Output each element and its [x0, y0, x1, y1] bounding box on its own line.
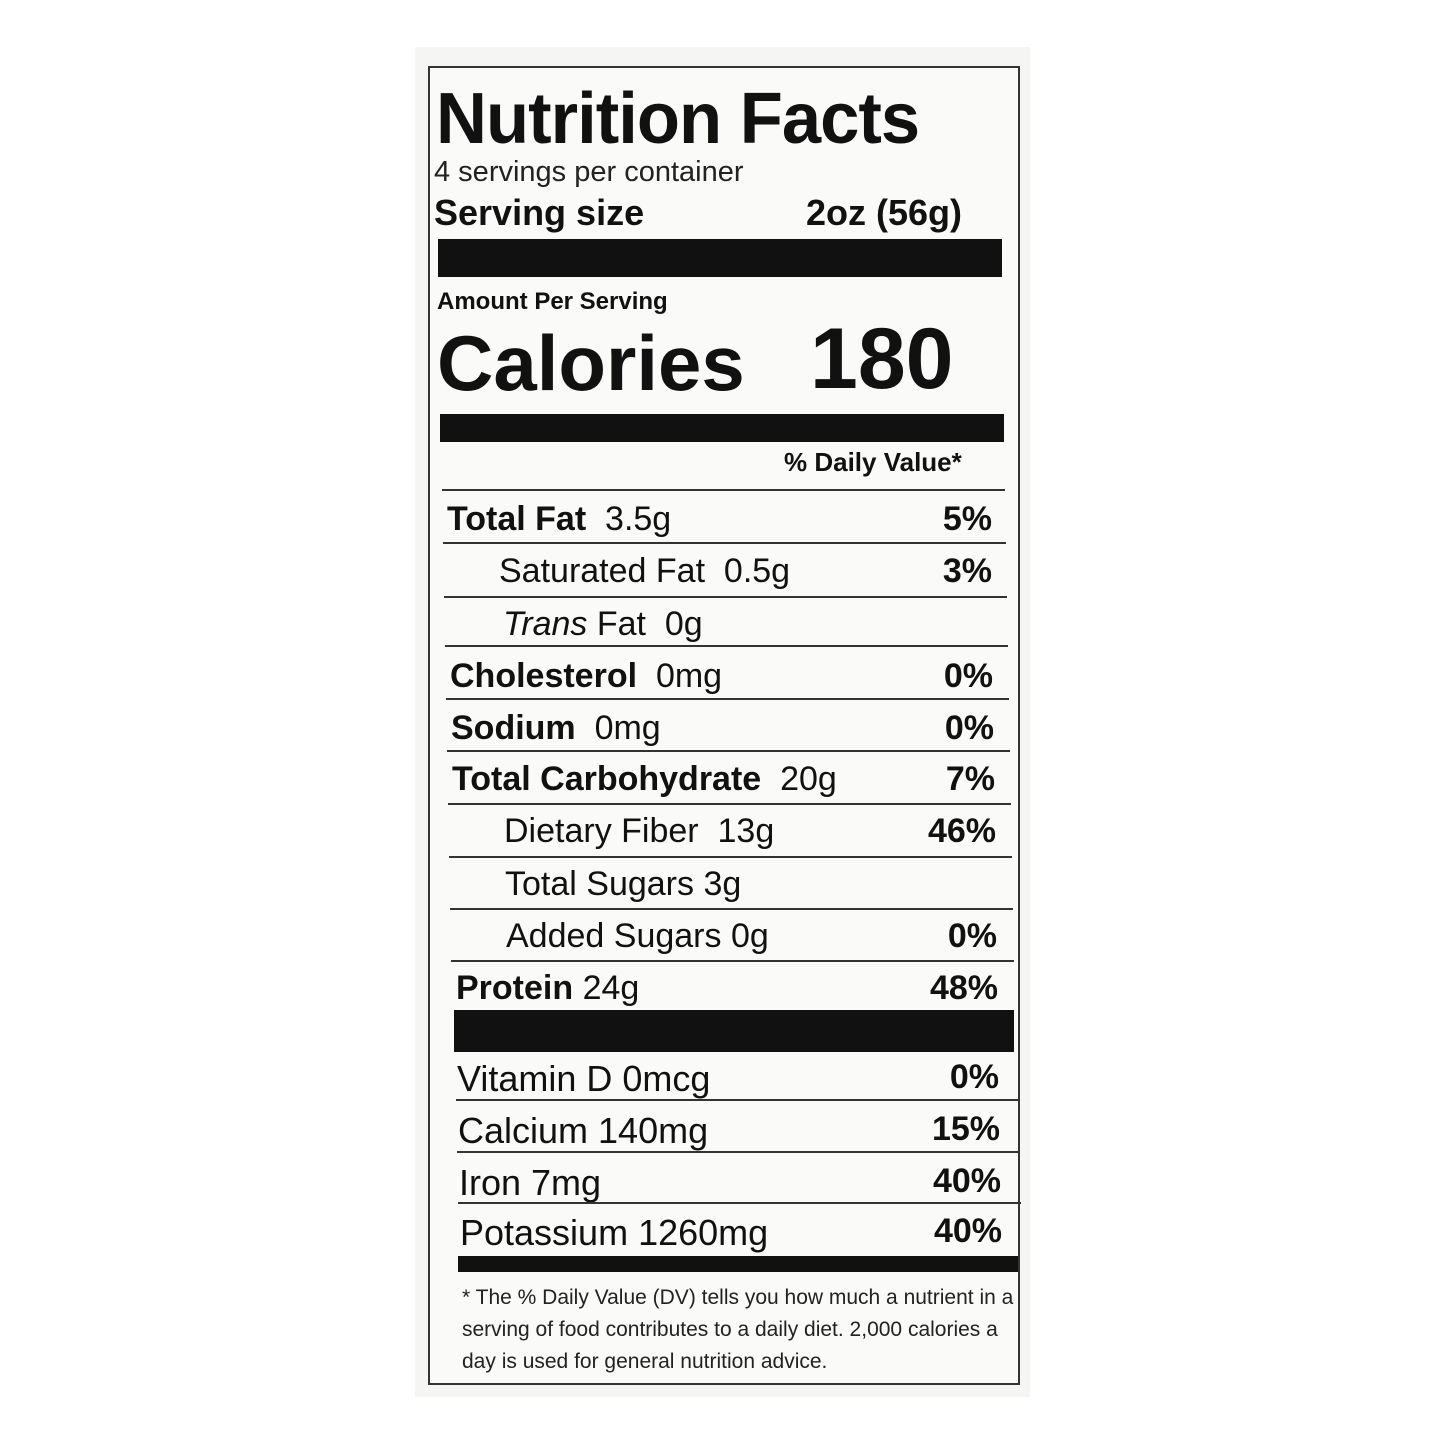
nutrient-amount: 3.5g: [605, 500, 672, 538]
vitamin-row-vitamin-d: Vitamin D 0mcg 0%: [457, 1058, 999, 1099]
thick-divider: [440, 414, 1004, 442]
thick-divider: [454, 1010, 1014, 1052]
nutrient-amount: 0.5g: [723, 552, 791, 590]
nutrient-amount: 24g: [582, 969, 640, 1007]
vitamin-dv: 40%: [933, 1212, 1002, 1250]
footnote: * The % Daily Value (DV) tells you how m…: [462, 1286, 1014, 1373]
vitamin-dv: 40%: [932, 1162, 1001, 1200]
nutrient-row-protein: Protein 24g 48%: [456, 969, 998, 1009]
nutrient-amount: 0g: [664, 605, 703, 643]
nutrient-dv: 48%: [929, 969, 998, 1007]
serving-size-value: 2oz (56g): [806, 192, 963, 233]
vitamin-row-potassium: Potassium 1260mg 40%: [460, 1212, 1002, 1253]
nutrient-row-total-fat: Total Fat 3.5g 5%: [447, 500, 992, 540]
nutrient-row-sodium: Sodium 0mg 0%: [451, 709, 994, 749]
nutrient-dv: 0%: [944, 709, 994, 747]
divider: [457, 1151, 1020, 1153]
calories-value: 180: [810, 311, 954, 407]
vitamin-dv: 0%: [949, 1058, 999, 1096]
divider: [448, 803, 1011, 805]
nutrient-row-saturated-fat: Saturated Fat 0.5g 3%: [499, 552, 992, 592]
nutrient-row-cholesterol: Cholesterol 0mg 0%: [450, 657, 993, 697]
vitamin-row-iron: Iron 7mg 40%: [459, 1162, 1001, 1203]
divider: [447, 750, 1010, 752]
daily-value-header: % Daily Value*: [784, 447, 962, 477]
vitamin-text: Vitamin D 0mcg: [457, 1058, 711, 1099]
label-title: Nutrition Facts: [436, 79, 920, 159]
divider: [449, 856, 1012, 858]
nutrient-amount: 20g: [780, 760, 837, 798]
nutrient-amount: 0mg: [594, 709, 661, 747]
divider: [456, 1099, 1019, 1101]
nutrient-name: Fat: [596, 605, 646, 643]
nutrition-label-border: [428, 66, 1020, 1385]
divider: [445, 645, 1008, 647]
nutrient-name: Added Sugars: [506, 917, 722, 955]
nutrient-name: Cholesterol: [450, 657, 638, 695]
servings-per-container: 4 servings per container: [434, 156, 744, 188]
nutrient-row-total-sugars: Total Sugars 3g: [505, 865, 997, 905]
amount-per-serving: Amount Per Serving: [437, 288, 668, 315]
vitamin-text: Iron 7mg: [459, 1162, 602, 1203]
thick-divider: [458, 1256, 1018, 1272]
nutrient-name: Total Fat: [447, 500, 587, 538]
vitamin-text: Calcium 140mg: [458, 1110, 709, 1151]
nutrient-name: Protein: [456, 969, 574, 1007]
nutrient-name: Total Sugars: [505, 865, 694, 903]
nutrient-dv: 0%: [943, 657, 993, 695]
nutrient-row-total-carbohydrate: Total Carbohydrate 20g 7%: [452, 760, 995, 800]
vitamin-dv: 15%: [931, 1110, 1000, 1148]
nutrient-name: Sodium: [451, 709, 576, 747]
thick-divider: [438, 239, 1002, 277]
nutrient-name: Dietary Fiber: [504, 812, 699, 850]
divider: [451, 960, 1014, 962]
nutrient-dv: 5%: [942, 500, 992, 538]
vitamin-text: Potassium 1260mg: [460, 1212, 769, 1253]
nutrient-dv: 46%: [927, 812, 996, 850]
nutrient-amount: 0g: [730, 917, 769, 955]
nutrient-amount: 3g: [703, 865, 742, 903]
nutrient-name-italic: Trans: [503, 605, 588, 643]
nutrient-amount: 0mg: [655, 657, 723, 695]
nutrient-row-trans-fat: Trans Fat 0g: [503, 605, 993, 645]
serving-size-label: Serving size: [434, 192, 645, 233]
nutrient-name: Total Carbohydrate: [452, 760, 762, 798]
nutrient-name: Saturated Fat: [499, 552, 706, 590]
nutrient-amount: 13g: [717, 812, 775, 850]
vitamin-row-calcium: Calcium 140mg 15%: [458, 1110, 1000, 1151]
nutrient-dv: 7%: [945, 760, 995, 798]
calories-label: Calories: [437, 319, 745, 407]
nutrient-dv: 0%: [947, 917, 997, 955]
divider: [444, 596, 1007, 598]
nutrient-row-dietary-fiber: Dietary Fiber 13g 46%: [504, 812, 996, 852]
divider: [458, 1202, 1021, 1204]
divider: [442, 489, 1005, 491]
divider: [443, 542, 1006, 544]
divider: [450, 908, 1013, 910]
divider: [446, 698, 1009, 700]
nutrient-dv: 3%: [942, 552, 992, 590]
nutrient-row-added-sugars: Added Sugars 0g 0%: [506, 917, 997, 957]
